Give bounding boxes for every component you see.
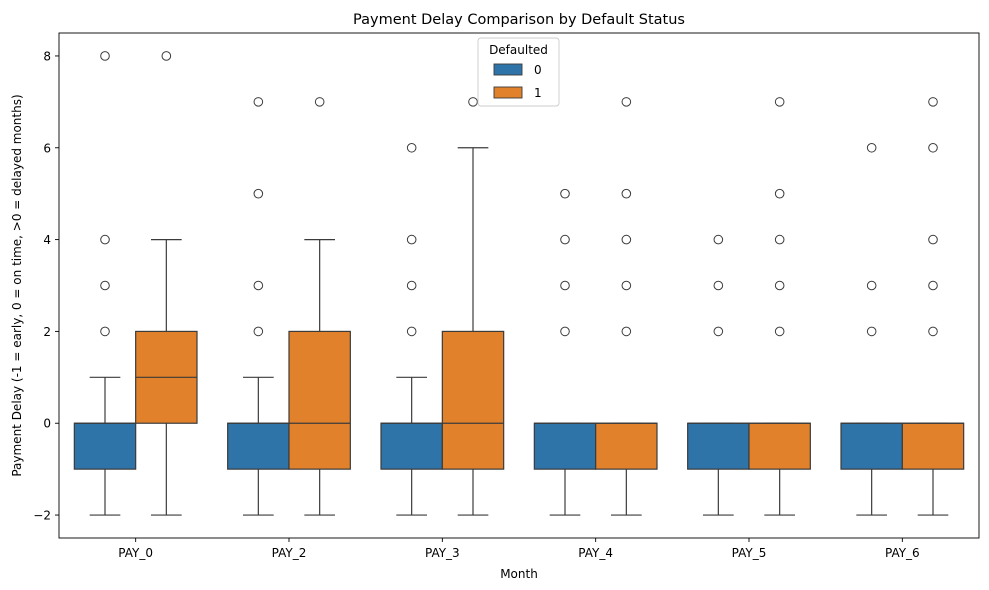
outlier-point — [774, 280, 785, 291]
x-axis-label: Month — [500, 567, 538, 581]
outlier-point — [621, 280, 632, 291]
outlier-point — [928, 142, 938, 153]
x-tick-label: PAY_6 — [885, 546, 920, 560]
y-axis: −2 0 2 4 6 8 — [33, 49, 59, 523]
y-tick-label: 8 — [43, 49, 51, 63]
outlier-point — [621, 326, 632, 337]
box-iqr — [73, 422, 137, 470]
box-PAY_2-series-1 — [288, 97, 351, 516]
box-PAY_4-series-0 — [533, 188, 597, 516]
y-axis-label: Payment Delay (-1 = early, 0 = on time, … — [10, 94, 24, 476]
outlier-point — [406, 142, 417, 153]
box-iqr — [901, 422, 965, 470]
outlier-point — [100, 51, 110, 61]
outlier-point — [253, 188, 264, 199]
outlier-point — [774, 234, 785, 245]
outlier-point — [468, 97, 478, 107]
box-PAY_3-series-0 — [380, 142, 443, 516]
legend-label-1: 1 — [534, 86, 542, 100]
outlier-point — [774, 97, 785, 107]
outlier-point — [161, 51, 172, 61]
outlier-point — [406, 326, 417, 337]
outlier-point — [774, 188, 785, 199]
legend: Defaulted 0 1 — [477, 37, 560, 107]
outlier-point — [928, 326, 938, 337]
x-tick-label: PAY_4 — [578, 546, 613, 560]
y-tick-label: 6 — [43, 141, 51, 155]
outlier-point — [928, 97, 938, 107]
x-tick-label: PAY_2 — [272, 546, 307, 560]
box-PAY_0-series-1 — [135, 51, 198, 516]
y-tick-label: 2 — [43, 325, 51, 339]
outlier-point — [713, 280, 724, 291]
box-iqr — [288, 330, 351, 470]
box-PAY_5-series-1 — [748, 97, 811, 516]
box-iqr — [687, 422, 750, 470]
box-iqr — [748, 422, 811, 470]
outlier-point — [774, 326, 785, 337]
x-tick-label: PAY_0 — [118, 546, 153, 560]
outlier-point — [560, 234, 570, 245]
outlier-point — [866, 326, 877, 337]
outlier-point — [713, 326, 724, 337]
box-PAY_3-series-1 — [441, 97, 505, 516]
outlier-point — [621, 188, 632, 199]
box-PAY_6-series-0 — [840, 142, 903, 516]
outlier-point — [928, 234, 938, 245]
y-tick-label: 4 — [43, 233, 51, 247]
outlier-point — [560, 280, 570, 291]
outlier-point — [253, 326, 264, 337]
chart-title: Payment Delay Comparison by Default Stat… — [353, 12, 685, 28]
box-PAY_4-series-1 — [595, 97, 658, 516]
y-tick-label: 0 — [43, 417, 51, 431]
outlier-point — [560, 326, 570, 337]
box-iqr — [595, 422, 658, 470]
y-tick-label: −2 — [33, 509, 51, 523]
outlier-point — [928, 280, 938, 291]
outlier-point — [406, 280, 417, 291]
legend-label-0: 0 — [534, 63, 542, 77]
outlier-point — [560, 188, 570, 199]
legend-swatch-0 — [493, 63, 523, 76]
outlier-point — [621, 234, 632, 245]
plot-frame — [58, 32, 980, 539]
box-iqr — [840, 422, 903, 470]
outlier-point — [314, 97, 325, 107]
outlier-point — [621, 97, 632, 107]
box-iqr — [533, 422, 597, 470]
legend-title: Defaulted — [489, 43, 548, 57]
box-iqr — [380, 422, 443, 470]
x-tick-label: PAY_5 — [732, 546, 767, 560]
outlier-point — [253, 280, 264, 291]
plot-area — [58, 32, 980, 539]
box-iqr — [441, 330, 505, 470]
box-PAY_0-series-0 — [73, 51, 137, 516]
outlier-point — [866, 280, 877, 291]
x-tick-label: PAY_3 — [425, 546, 460, 560]
outlier-point — [713, 234, 724, 245]
outlier-point — [406, 234, 417, 245]
legend-swatch-1 — [493, 86, 523, 99]
outlier-point — [253, 97, 264, 107]
outlier-point — [100, 280, 110, 291]
x-axis: PAY_0 PAY_2 PAY_3 PAY_4 PAY_5 PAY_6 — [118, 538, 920, 560]
box-PAY_2-series-0 — [227, 97, 290, 516]
box-PAY_6-series-1 — [901, 97, 965, 516]
outlier-point — [100, 326, 110, 337]
box-PAY_5-series-0 — [687, 234, 750, 516]
outlier-point — [866, 142, 877, 153]
outlier-point — [100, 234, 110, 245]
box-iqr — [227, 422, 290, 470]
